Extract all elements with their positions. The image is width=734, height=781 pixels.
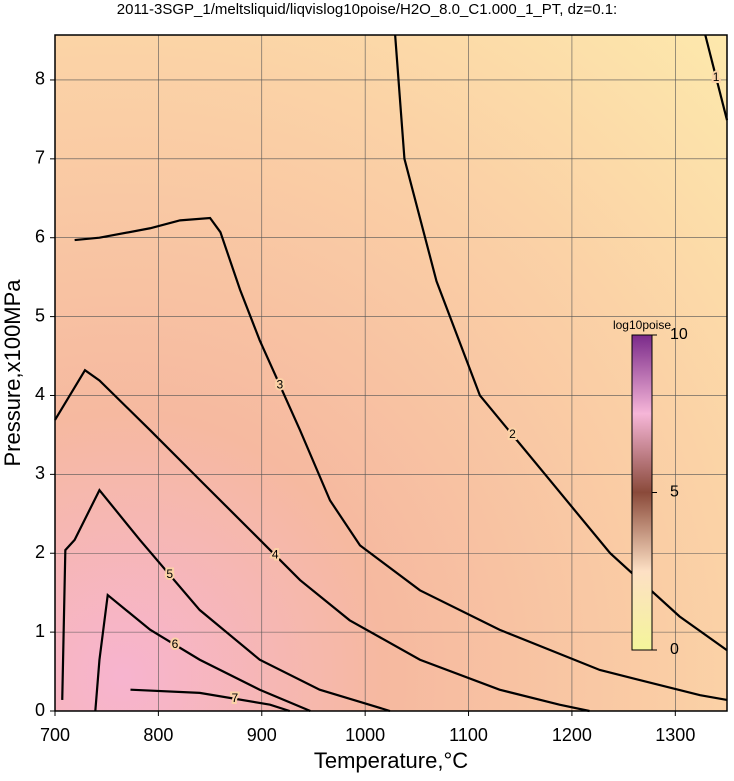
contour-line [704,34,729,121]
y-tick-label: 3 [35,463,45,483]
y-tick-label: 4 [35,384,45,404]
x-tick-label: 800 [143,725,173,745]
colorbar-label: log10poise [613,318,671,332]
colorbar-tick-label: 0 [670,641,679,658]
y-tick-label: 8 [35,69,45,89]
x-tick-label: 1300 [655,725,695,745]
y-tick-label: 1 [35,621,45,641]
y-tick-label: 6 [35,226,45,246]
contour-line [94,592,311,713]
x-tick-label: 1100 [449,725,488,745]
contours: 1 2 3 4 5 6 7 [54,34,729,713]
plot-background [55,35,727,711]
contour-line [394,34,728,652]
colorbar [631,334,653,651]
contour-line [130,688,291,713]
x-tick-label: 1200 [552,725,592,745]
colorbar-tick-label: 10 [670,326,688,343]
contour-label: 2 [509,427,516,441]
y-tick-label: 5 [35,305,45,325]
x-tick-label: 1000 [345,725,385,745]
x-tick-label: 700 [40,725,70,745]
chart-title: 2011-3SGP_1/meltsliquid/liqvislog10poise… [117,1,617,18]
colorbar-tick-label: 5 [670,484,679,501]
contour-line [54,368,590,713]
y-axis-label: Pressure,x100MPa [0,279,25,467]
y-tick-label: 7 [35,148,45,168]
contour-label: 4 [272,547,279,561]
x-axis-label: Temperature,°C [314,748,468,773]
contour-label: 6 [172,637,179,651]
plot-frame [54,34,728,712]
grid [54,35,727,712]
contour-line [74,216,728,702]
y-tick-label: 2 [35,542,45,562]
contour-label: 1 [713,70,720,84]
contour-line [61,488,391,713]
contour-label: 3 [277,377,284,391]
y-tick-label: 0 [35,700,45,720]
x-tick-label: 900 [247,725,277,745]
contour-label: 7 [232,691,239,705]
contour-label: 5 [166,567,173,581]
